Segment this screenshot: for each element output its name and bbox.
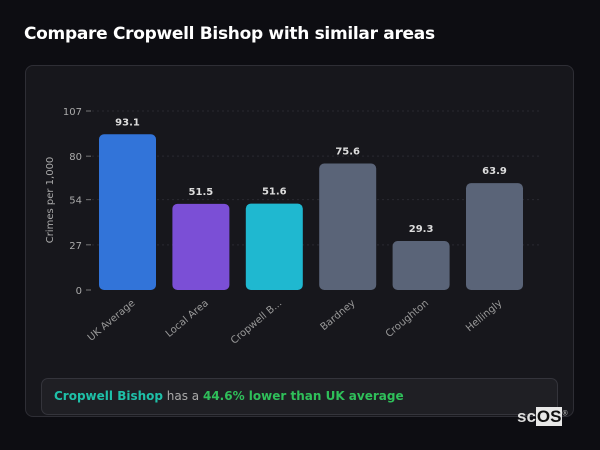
x-tick-label: Cropwell B...	[229, 298, 284, 347]
y-axis-label: Crimes per 1,000	[45, 157, 56, 244]
x-tick-label: UK Average	[86, 298, 138, 344]
bar-value-label: 51.5	[189, 187, 214, 198]
bar	[466, 183, 523, 290]
summary-text: has a	[162, 389, 203, 403]
y-tick-label: 54	[69, 196, 82, 207]
bar-value-label: 93.1	[115, 117, 140, 128]
bar	[172, 203, 230, 290]
y-tick-label: 0	[76, 286, 82, 297]
y-tick-label: 80	[69, 152, 82, 163]
bar-value-label: 51.6	[262, 187, 287, 198]
summary-place: Cropwell Bishop	[54, 389, 163, 403]
bar-value-label: 29.3	[409, 224, 434, 235]
x-tick-label: Hellingly	[464, 298, 504, 334]
page-title: Compare Cropwell Bishop with similar are…	[24, 24, 435, 44]
y-tick-label: 27	[69, 241, 82, 252]
bar	[99, 134, 156, 290]
x-tick-label: Bardney	[319, 298, 358, 333]
summary-box: Cropwell Bishop has a 44.6% lower than U…	[41, 378, 558, 415]
summary-comparison: 44.6% lower than UK average	[202, 389, 404, 403]
bar	[319, 163, 377, 290]
x-tick-label: Local Area	[164, 298, 211, 340]
x-tick-label: Croughton	[384, 298, 431, 340]
y-tick-label: 107	[63, 107, 82, 118]
bar	[245, 203, 303, 290]
bar-value-label: 63.9	[482, 166, 507, 177]
bar-value-label: 75.6	[335, 147, 360, 158]
watermark-logo: scOS®	[517, 407, 568, 426]
bar	[392, 240, 450, 290]
